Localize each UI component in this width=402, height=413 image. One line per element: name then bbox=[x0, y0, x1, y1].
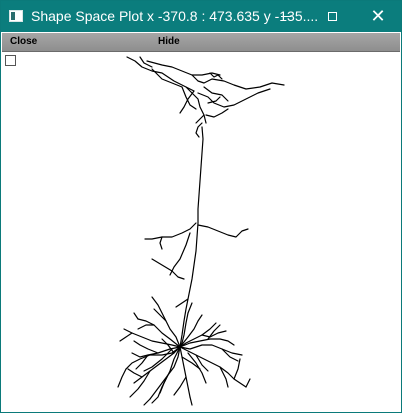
window-title: Shape Space Plot x -370.8 : 473.635 y -1… bbox=[31, 8, 319, 24]
maximize-button[interactable] bbox=[309, 1, 355, 32]
title-bar[interactable]: Shape Space Plot x -370.8 : 473.635 y -1… bbox=[1, 1, 401, 32]
menu-bar: Close Hide bbox=[2, 33, 400, 52]
minimize-button[interactable] bbox=[263, 1, 309, 32]
canvas-checkbox[interactable] bbox=[5, 55, 16, 66]
close-icon: ✕ bbox=[370, 5, 386, 27]
maximize-icon bbox=[327, 12, 337, 21]
neuron-morphology-plot bbox=[117, 56, 285, 406]
plot-canvas[interactable] bbox=[2, 53, 400, 411]
app-icon bbox=[9, 10, 23, 22]
minimize-icon bbox=[281, 16, 291, 17]
menu-close-button[interactable]: Close bbox=[10, 36, 38, 47]
close-window-button[interactable]: ✕ bbox=[355, 1, 401, 32]
menu-hide-button[interactable]: Hide bbox=[158, 36, 180, 47]
